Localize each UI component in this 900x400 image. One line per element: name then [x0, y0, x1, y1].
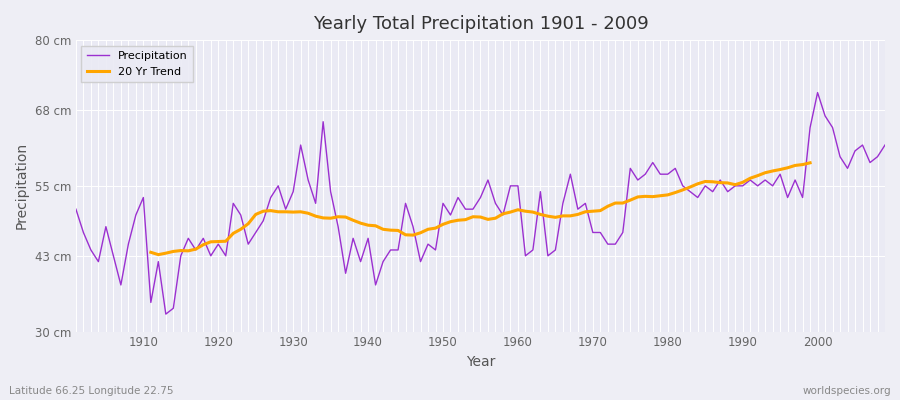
Title: Yearly Total Precipitation 1901 - 2009: Yearly Total Precipitation 1901 - 2009 — [312, 15, 648, 33]
Precipitation — [302, 178, 313, 182]
20 Yr Trend — [805, 160, 815, 165]
Y-axis label: Precipitation: Precipitation — [15, 142, 29, 230]
20 Yr Trend — [220, 239, 231, 244]
Precipitation — [130, 212, 141, 217]
20 Yr Trend — [408, 233, 418, 238]
X-axis label: Year: Year — [466, 355, 495, 369]
Precipitation — [70, 207, 81, 212]
Precipitation — [512, 184, 523, 188]
Precipitation — [812, 90, 823, 95]
Legend: Precipitation, 20 Yr Trend: Precipitation, 20 Yr Trend — [82, 46, 194, 82]
Line: Precipitation: Precipitation — [76, 92, 885, 314]
Precipitation — [520, 254, 531, 258]
20 Yr Trend — [288, 210, 299, 214]
Text: Latitude 66.25 Longitude 22.75: Latitude 66.25 Longitude 22.75 — [9, 386, 174, 396]
20 Yr Trend — [490, 216, 500, 221]
20 Yr Trend — [737, 180, 748, 185]
20 Yr Trend — [153, 252, 164, 257]
Precipitation — [879, 143, 890, 148]
20 Yr Trend — [235, 227, 246, 232]
Text: worldspecies.org: worldspecies.org — [803, 386, 891, 396]
Precipitation — [347, 236, 358, 241]
Line: 20 Yr Trend: 20 Yr Trend — [151, 163, 810, 255]
Precipitation — [610, 242, 621, 246]
20 Yr Trend — [146, 250, 157, 255]
Precipitation — [160, 312, 171, 316]
